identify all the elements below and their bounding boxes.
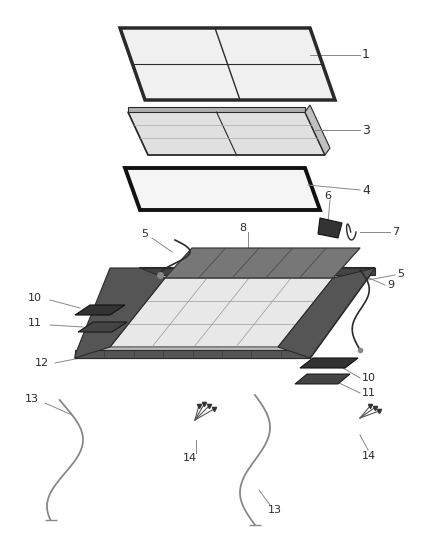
Text: 10: 10 bbox=[28, 293, 42, 303]
Polygon shape bbox=[120, 28, 335, 100]
Polygon shape bbox=[140, 268, 375, 275]
Text: 14: 14 bbox=[183, 453, 197, 463]
Text: 1: 1 bbox=[362, 49, 370, 61]
Text: 7: 7 bbox=[392, 227, 399, 237]
Polygon shape bbox=[125, 168, 320, 210]
Polygon shape bbox=[318, 218, 342, 238]
Polygon shape bbox=[300, 358, 358, 368]
Polygon shape bbox=[295, 374, 350, 384]
Polygon shape bbox=[278, 268, 375, 358]
Text: 5: 5 bbox=[397, 269, 404, 279]
Polygon shape bbox=[75, 268, 375, 358]
Text: 6: 6 bbox=[325, 191, 332, 201]
Text: 11: 11 bbox=[362, 388, 376, 398]
Text: 13: 13 bbox=[268, 505, 282, 515]
Text: 12: 12 bbox=[35, 358, 49, 368]
Text: 3: 3 bbox=[362, 124, 370, 136]
Polygon shape bbox=[128, 107, 305, 112]
Text: 5: 5 bbox=[141, 229, 148, 239]
Text: 13: 13 bbox=[25, 394, 39, 404]
Polygon shape bbox=[305, 105, 330, 155]
Polygon shape bbox=[110, 278, 333, 347]
Text: 11: 11 bbox=[28, 318, 42, 328]
Polygon shape bbox=[165, 248, 360, 278]
Polygon shape bbox=[78, 322, 127, 332]
Text: 4: 4 bbox=[362, 183, 370, 197]
Text: 9: 9 bbox=[387, 280, 394, 290]
Text: 8: 8 bbox=[240, 223, 247, 233]
Text: 14: 14 bbox=[362, 451, 376, 461]
Polygon shape bbox=[75, 350, 310, 358]
Text: 10: 10 bbox=[362, 373, 376, 383]
Polygon shape bbox=[128, 112, 325, 155]
Polygon shape bbox=[75, 268, 165, 358]
Polygon shape bbox=[75, 305, 125, 315]
